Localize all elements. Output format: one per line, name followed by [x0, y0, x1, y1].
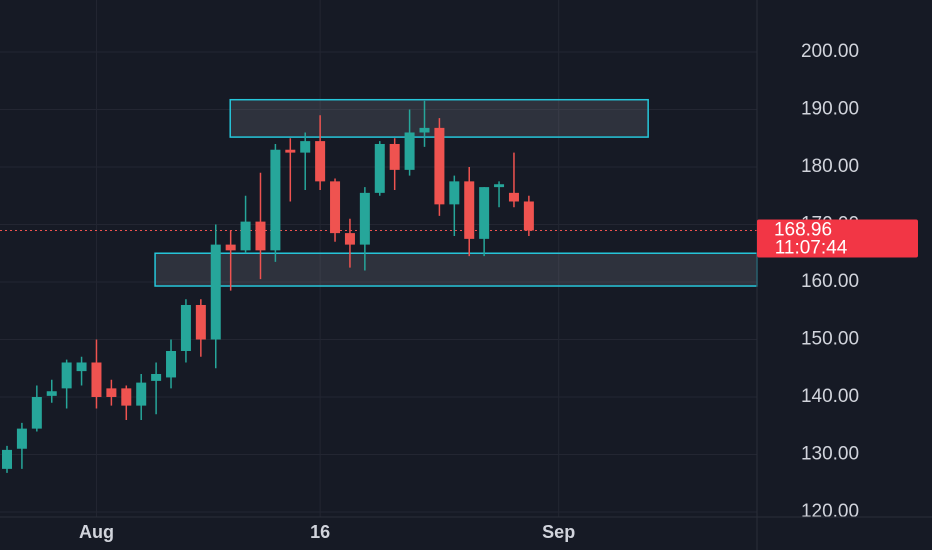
- candle-body: [225, 244, 236, 251]
- y-tick-label: 150.00: [801, 329, 859, 350]
- candle-body: [523, 201, 534, 231]
- y-tick-label: 190.00: [801, 98, 859, 119]
- candle-body: [344, 233, 355, 245]
- y-tick-label: 180.00: [801, 156, 859, 177]
- countdown-label: 11:07:44: [775, 237, 848, 258]
- candle-body: [166, 350, 177, 378]
- y-tick-label: 200.00: [801, 41, 859, 62]
- candle-body: [16, 428, 27, 449]
- candle-body: [270, 149, 281, 251]
- candle-body: [419, 127, 430, 133]
- candle-body: [61, 362, 72, 389]
- price-label-box: [757, 219, 918, 258]
- candle-body: [359, 192, 370, 245]
- candle-body: [300, 141, 311, 153]
- candle-body: [136, 382, 147, 406]
- candle-body: [315, 141, 326, 182]
- y-tick-label: 160.00: [801, 271, 859, 292]
- candle-body: [494, 184, 505, 188]
- candle-body: [151, 373, 162, 381]
- candle-body: [479, 187, 490, 239]
- last-price-label: 168.96: [774, 219, 832, 240]
- x-tick-label: 16: [310, 522, 330, 542]
- y-tick-label: 140.00: [801, 386, 859, 407]
- candle-body: [449, 181, 460, 205]
- candle-body: [76, 362, 87, 372]
- candle-body: [210, 244, 221, 340]
- candle-body: [508, 192, 519, 202]
- candle-body: [106, 388, 117, 397]
- candle-body: [121, 388, 132, 406]
- candle-body: [285, 149, 296, 153]
- x-tick-label: Aug: [79, 522, 114, 542]
- zone: [154, 252, 758, 287]
- candle-body: [31, 396, 42, 429]
- candle-body: [195, 304, 206, 340]
- candle-body: [2, 449, 13, 469]
- candle-body: [434, 127, 445, 205]
- candle-body: [46, 391, 57, 396]
- candle-body: [91, 362, 102, 397]
- y-tick-label: 120.00: [801, 501, 859, 522]
- candle-body: [389, 143, 400, 170]
- candle-body: [464, 181, 475, 239]
- candle-body: [404, 132, 415, 170]
- candle-body: [180, 304, 191, 351]
- candle-body: [374, 143, 385, 193]
- candle-body: [240, 221, 251, 251]
- x-tick-label: Sep: [542, 522, 575, 542]
- candle-body: [255, 221, 266, 251]
- y-tick-label: 130.00: [801, 444, 859, 465]
- candle-body: [330, 181, 341, 234]
